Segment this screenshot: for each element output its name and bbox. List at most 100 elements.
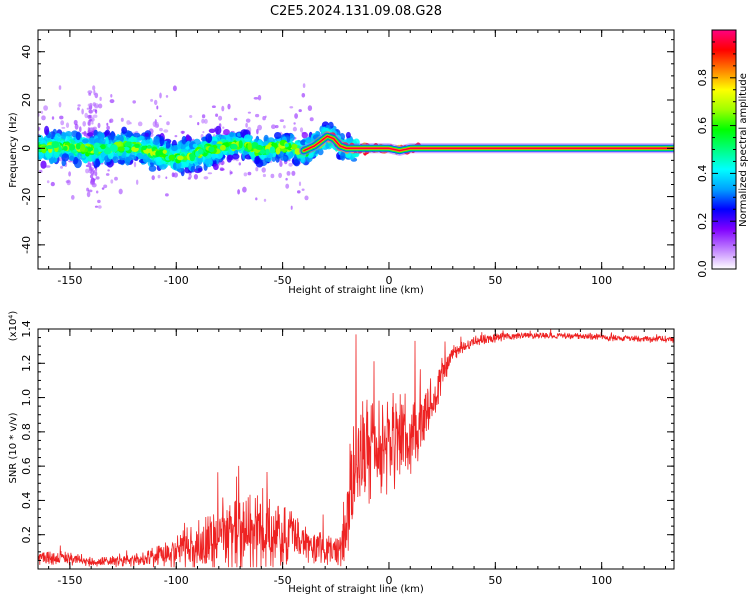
spectral-cloud-point [91, 152, 96, 162]
spectral-noise-point [156, 105, 159, 110]
spectral-cloud-point [223, 129, 230, 136]
spectral-noise-point [58, 85, 62, 90]
spectral-cloud-point [345, 131, 351, 139]
spectral-noise-point [38, 126, 41, 131]
spectral-noise-point [159, 127, 163, 132]
spectral-noise-point [90, 181, 95, 185]
spectral-noise-point [157, 174, 161, 179]
spectral-noise-point [106, 122, 109, 126]
spectral-noise-point [247, 111, 251, 114]
spectral-noise-point [60, 120, 65, 126]
x-tick-label: 100 [591, 274, 612, 287]
spectral-ridge-point [168, 154, 175, 161]
spectral-noise-point [154, 99, 158, 106]
spectral-noise-point [233, 117, 238, 121]
spectrogram-panel: -150 -100 -50 0 50 100 -40 -20 0 20 40 Height of s… [8, 29, 675, 296]
spectral-noise-point [103, 184, 108, 189]
spectrogram-frame [37, 29, 675, 270]
spectral-noise-point [88, 189, 93, 193]
spectral-noise-point [94, 205, 99, 208]
y-tick-label: 20 [20, 93, 33, 107]
snr-ticks: -150 -100 -50 0 50 100 0.2 0.4 0.6 0.8 1.0 1.2 1.4 [20, 320, 674, 587]
spectral-noise-point [304, 195, 309, 201]
spectral-noise-point [79, 126, 82, 133]
spectral-noise-point [87, 114, 92, 119]
spectral-noise-point [278, 172, 282, 179]
spectral-ridge-point [41, 146, 47, 154]
spectral-ridge-point [284, 143, 289, 148]
spectral-noise-point [87, 103, 92, 107]
x-tick-label: -50 [274, 574, 292, 587]
spectral-noise-point [41, 115, 46, 121]
spectral-ridge-point [198, 148, 203, 155]
x-tick-label: 100 [591, 574, 612, 587]
spectral-noise-point [285, 177, 288, 181]
spectral-cloud-point [293, 159, 301, 167]
spectral-cloud-point [288, 152, 293, 159]
spectral-noise-point [118, 188, 123, 195]
y-tick-label: 40 [20, 45, 33, 59]
spectral-ridge-point [117, 146, 125, 152]
spectral-noise-point [166, 121, 170, 126]
spectral-ridge-point [141, 145, 147, 151]
spectral-cloud-point [61, 131, 66, 141]
spectral-ridge-point [63, 145, 68, 151]
spectral-ridge-point [208, 146, 215, 153]
y-tick-label: 0.2 [20, 526, 33, 544]
spectral-noise-point [86, 191, 91, 198]
snr-y-axis-label: SNR (10 * v/v) [8, 412, 19, 483]
spectral-noise-point [86, 107, 90, 110]
spectral-noise-point [87, 127, 91, 133]
spectral-noise-point [202, 131, 205, 134]
spectral-noise-point [221, 105, 225, 112]
spectral-noise-point [189, 115, 193, 118]
spectral-noise-point [261, 167, 266, 173]
spectral-noise-point [201, 118, 205, 124]
spectral-cloud-point [211, 153, 216, 160]
spectral-cloud-point [64, 131, 73, 137]
y-tick-label: 0.6 [20, 457, 33, 475]
spectral-noise-point [245, 122, 248, 128]
x-tick-label: 0 [385, 574, 392, 587]
spectral-noise-point [218, 115, 223, 121]
spectral-noise-point [90, 170, 94, 176]
spectral-noise-point [51, 116, 55, 120]
spectral-noise-point [230, 171, 233, 175]
x-tick-label: -100 [164, 274, 189, 287]
spectral-noise-point [86, 187, 89, 192]
spectral-cloud-point [227, 155, 234, 161]
spectral-noise-point [181, 130, 184, 135]
spectral-noise-point [101, 187, 105, 190]
spectral-ridge-point [80, 143, 86, 152]
spectral-noise-point [263, 198, 267, 202]
spectral-noise-point [109, 99, 115, 104]
spectral-cloud-point [181, 135, 187, 145]
spectral-noise-point [211, 105, 216, 108]
spectral-cloud-point [82, 138, 89, 144]
spectrogram-x-axis-label: Height of straight line (km) [288, 285, 424, 296]
spectral-cloud-point [99, 132, 105, 139]
spectral-noise-point [85, 168, 90, 174]
spectral-noise-point [222, 126, 225, 129]
spectral-ridge-point [162, 149, 167, 154]
spectral-noise-point [298, 181, 302, 187]
spectral-noise-point [257, 94, 262, 101]
spectral-noise-point [120, 117, 124, 122]
colorbar: 0.0 0.2 0.4 0.6 0.8 Normalized spectral ampl… [696, 29, 749, 278]
spectral-noise-point [301, 93, 306, 98]
spectral-noise-point [256, 128, 259, 135]
spectral-noise-point [87, 90, 93, 94]
spectral-noise-point [237, 189, 241, 195]
spectral-noise-point [129, 122, 132, 125]
spectral-noise-point [193, 174, 198, 180]
spectral-noise-point [91, 127, 96, 131]
spectral-ridge-point [75, 143, 81, 150]
spectrogram-y-axis-label: Frequency (Hz) [8, 112, 19, 188]
spectral-noise-point [91, 121, 94, 125]
spectrogram-marks [38, 83, 674, 210]
spectral-noise-point [285, 183, 290, 189]
spectral-noise-point [294, 113, 298, 119]
spectral-noise-point [270, 173, 275, 179]
spectral-noise-point [97, 122, 101, 129]
spectrogram-ticks: -150 -100 -50 0 50 100 -40 -20 0 20 40 [20, 30, 674, 287]
